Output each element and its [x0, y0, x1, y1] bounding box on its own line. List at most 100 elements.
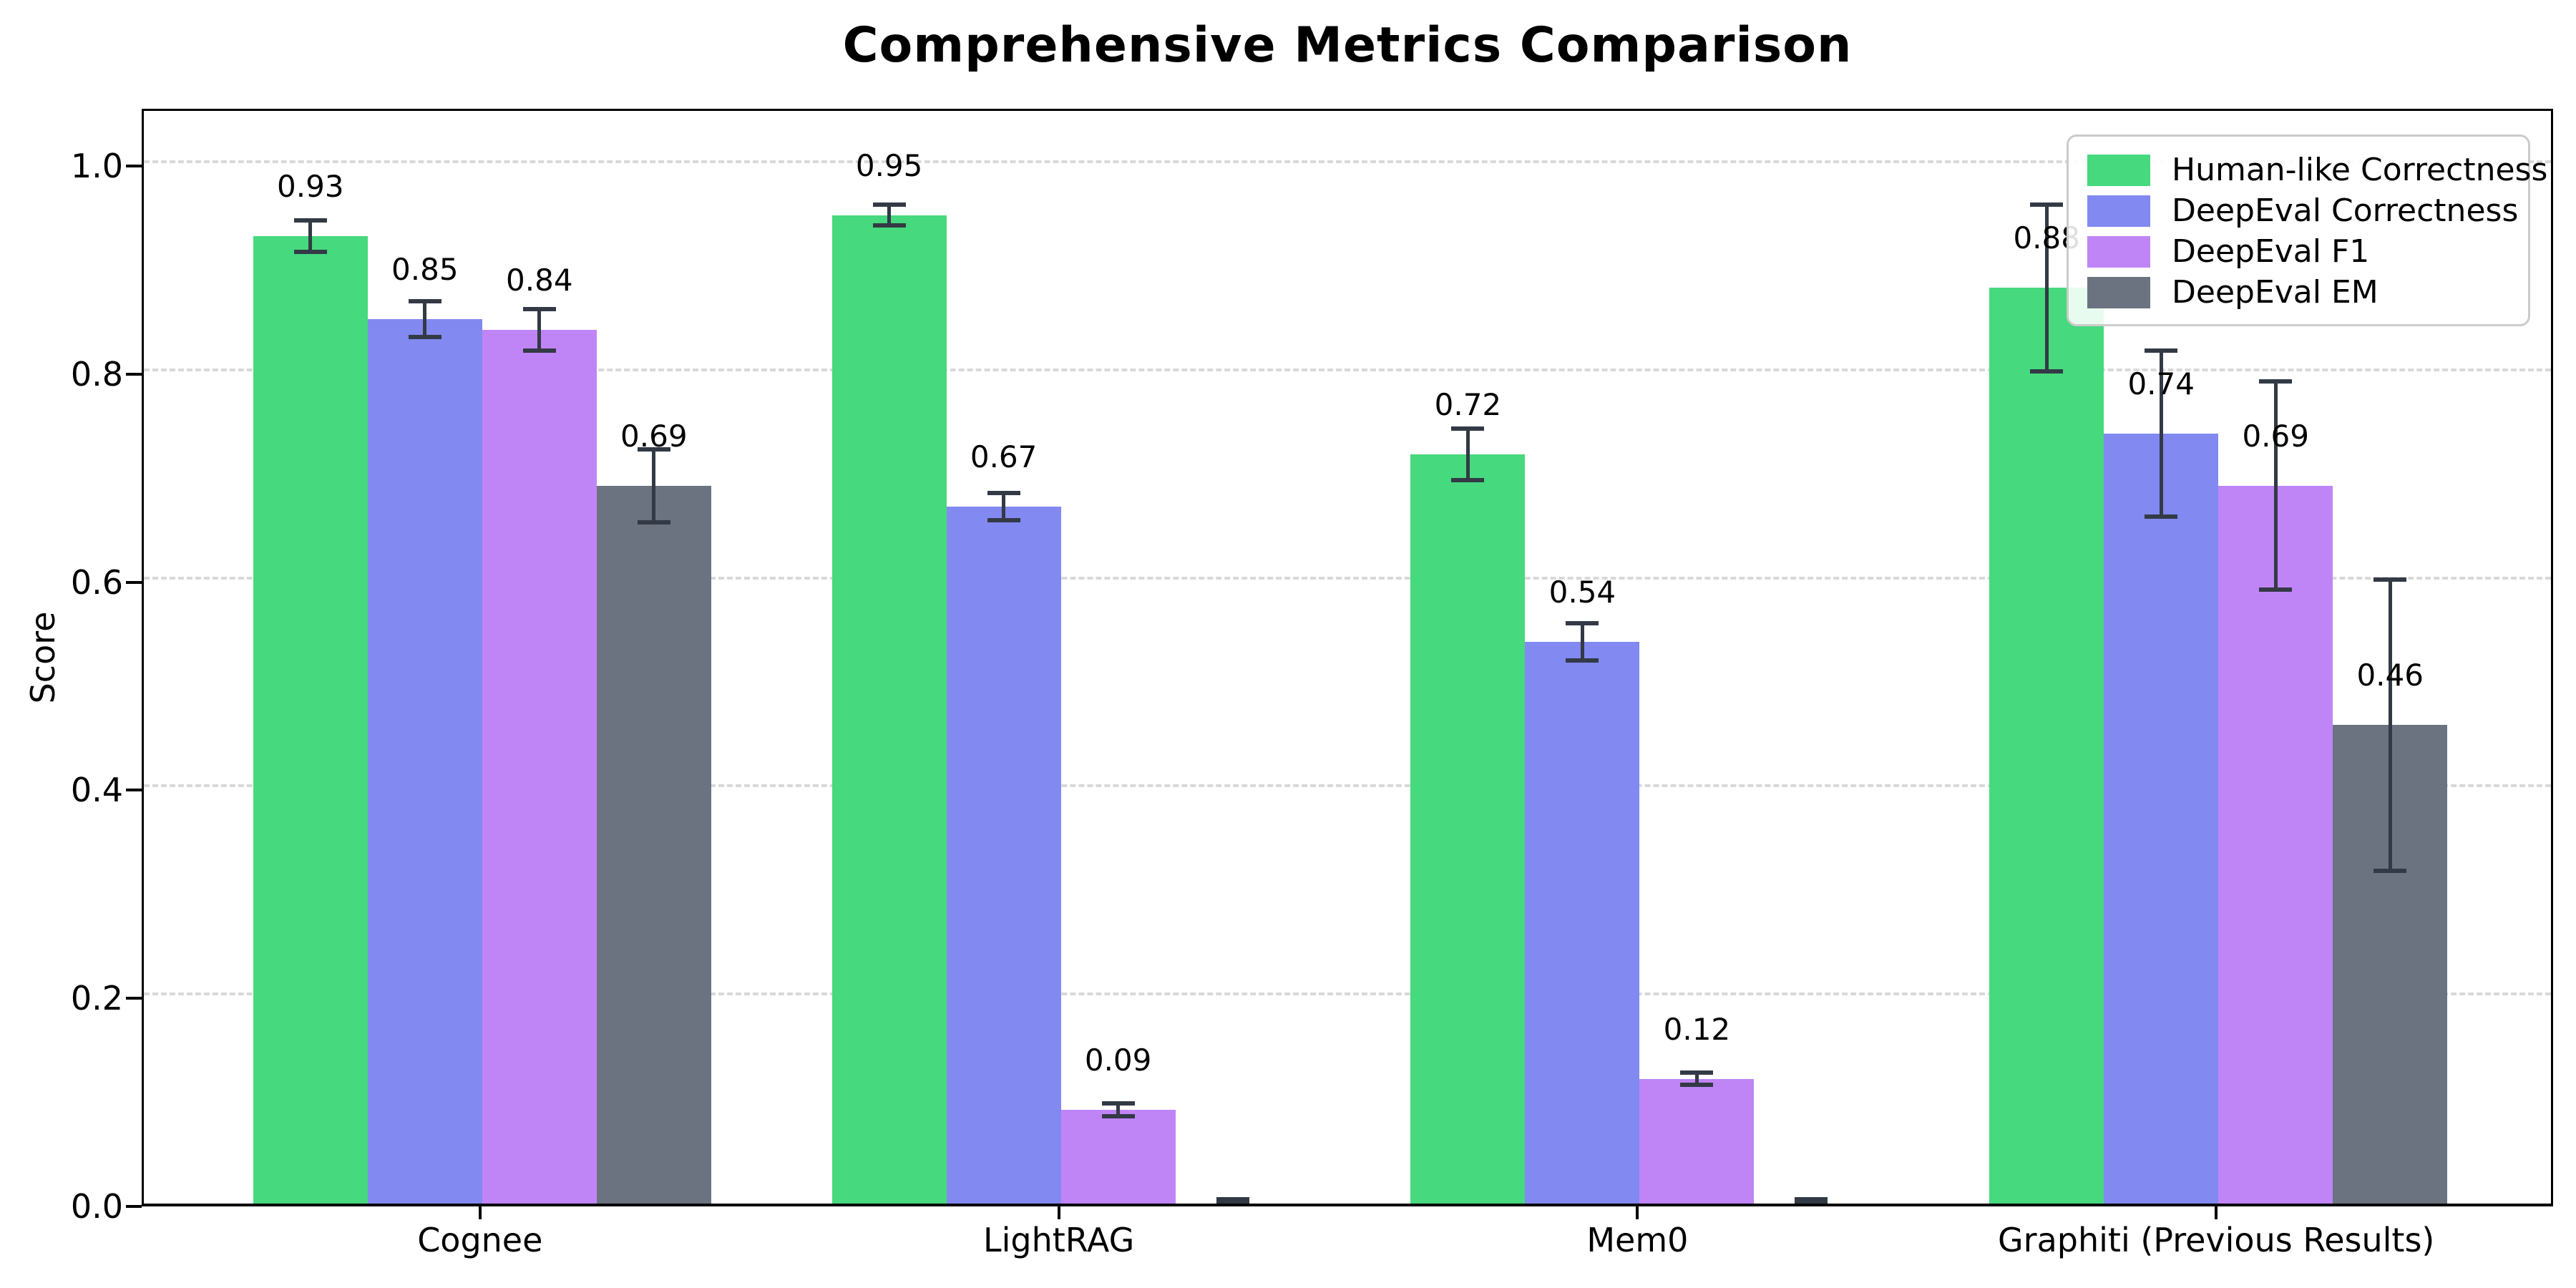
- bar-value-label: 0.93: [277, 168, 344, 204]
- error-bar-cap: [637, 447, 670, 452]
- legend-swatch: [2087, 195, 2150, 227]
- bar-group: 0.88 0.74 0.69 0.46: [1989, 111, 2448, 1204]
- bar-cell: 0.12: [1639, 111, 1755, 1204]
- chart-title: Comprehensive Metrics Comparison: [842, 17, 1853, 74]
- error-bar: [2273, 381, 2278, 590]
- error-bar-cap: [987, 517, 1020, 522]
- y-gridline: [144, 368, 2551, 371]
- error-bar: [1580, 623, 1584, 661]
- error-bar-cap: [1451, 426, 1485, 431]
- x-tick-mark: [2215, 1206, 2218, 1219]
- y-tick-mark: [126, 1205, 142, 1208]
- error-bar: [652, 449, 656, 522]
- bar: [2104, 434, 2219, 1204]
- x-tick-label: Graphiti (Previous Results): [1998, 1221, 2435, 1259]
- bar-group: 0.72 0.54 0.12: [1410, 111, 1868, 1204]
- bar-cell: 0.09: [1060, 111, 1176, 1204]
- error-bar: [1116, 1103, 1121, 1116]
- legend-item-label: DeepEval Correctness: [2172, 192, 2519, 229]
- bar-cell: 0.88: [1989, 111, 2104, 1204]
- error-bar: [2044, 205, 2049, 371]
- error-bar-cap: [293, 218, 327, 223]
- bar-value-label: 0.12: [1663, 1011, 1731, 1047]
- y-tick-mark: [126, 165, 142, 167]
- error-bar-cap: [293, 249, 327, 254]
- legend-item: DeepEval F1: [2087, 231, 2521, 272]
- error-bar: [423, 301, 427, 337]
- x-tick-label: LightRAG: [983, 1221, 1135, 1259]
- legend: Human-like Correctness DeepEval Correctne…: [2067, 135, 2547, 326]
- bar-cell: 0.74: [2104, 111, 2219, 1204]
- error-bar-cap: [408, 334, 441, 339]
- y-tick-label: 0.4: [70, 771, 123, 810]
- y-gridline: [144, 160, 2551, 163]
- error-bar: [1002, 492, 1006, 520]
- bar-value-label: 0.69: [2242, 418, 2309, 454]
- bar: [1639, 1078, 1755, 1204]
- y-tick-mark: [126, 580, 142, 584]
- legend-item-label: DeepEval F1: [2172, 233, 2370, 270]
- bar-value-label: 0.84: [506, 262, 573, 298]
- error-bar-cap: [2259, 379, 2293, 384]
- x-tick-mark: [1636, 1206, 1639, 1219]
- y-axis-label: Score: [24, 611, 62, 704]
- error-bar-cap: [2030, 203, 2064, 208]
- bar-cell: 0.85: [367, 111, 482, 1204]
- bar-cell: 0.69: [596, 111, 711, 1204]
- legend-item: DeepEval EM: [2087, 272, 2521, 313]
- legend-item-label: DeepEval EM: [2172, 274, 2379, 311]
- bar: [2218, 485, 2333, 1204]
- error-bar-cap: [2373, 868, 2407, 873]
- bar-cell: [1754, 111, 1868, 1204]
- x-tick-mark: [478, 1206, 482, 1219]
- error-bar-cap: [1101, 1101, 1135, 1106]
- error-bar: [308, 220, 313, 252]
- bar: [482, 329, 597, 1204]
- bar-value-label: 0.09: [1084, 1043, 1152, 1078]
- bar: [1525, 641, 1640, 1204]
- bar-value-label: 0.67: [970, 439, 1038, 474]
- error-bar-cap: [522, 348, 556, 353]
- error-bar-cap: [1680, 1083, 1714, 1088]
- error-bar-cap: [1566, 658, 1599, 663]
- bar: [1410, 454, 1526, 1204]
- error-bar-cap: [2145, 348, 2178, 353]
- bar-cell: 0.69: [2218, 111, 2333, 1204]
- error-bar-cap: [522, 306, 556, 311]
- bar-cell: 0.67: [946, 111, 1061, 1204]
- x-tick-mark: [1057, 1206, 1060, 1219]
- bar: [596, 485, 711, 1204]
- error-bar-cap: [1451, 478, 1485, 483]
- error-bar: [537, 308, 542, 351]
- x-tick-label: Cognee: [417, 1221, 543, 1259]
- bar: [946, 506, 1061, 1204]
- bar-group: 0.93 0.85 0.84 0.69: [253, 111, 711, 1204]
- legend-swatch: [2087, 276, 2150, 308]
- bar: [831, 215, 947, 1204]
- bar: [1060, 1110, 1176, 1204]
- bar: [253, 235, 368, 1204]
- y-tick-mark: [126, 372, 142, 376]
- error-bar: [887, 205, 892, 226]
- error-bar-cap: [2145, 514, 2178, 519]
- error-bar-cap: [1216, 1197, 1249, 1202]
- error-bar: [2388, 579, 2392, 871]
- bar-group: 0.95 0.67 0.09: [831, 111, 1290, 1204]
- bar-value-label: 0.74: [2127, 366, 2195, 402]
- y-tick-label: 1.0: [70, 147, 123, 185]
- bar-cell: 0.84: [482, 111, 597, 1204]
- bar-cell: 0.46: [2333, 111, 2448, 1204]
- y-tick-label: 0.8: [70, 354, 123, 394]
- bar-cell: [1176, 111, 1290, 1204]
- error-bar-cap: [1566, 620, 1599, 625]
- bar-cell: 0.54: [1525, 111, 1640, 1204]
- error-bar-cap: [987, 490, 1020, 495]
- error-bar-cap: [2030, 369, 2064, 374]
- error-bar-cap: [872, 203, 906, 208]
- y-tick-label: 0.6: [70, 562, 123, 602]
- y-gridline: [144, 576, 2551, 580]
- y-gridline: [144, 992, 2551, 996]
- legend-item: DeepEval Correctness: [2087, 190, 2521, 231]
- error-bar-cap: [2259, 587, 2293, 592]
- legend-item-label: Human-like Correctness: [2172, 152, 2548, 188]
